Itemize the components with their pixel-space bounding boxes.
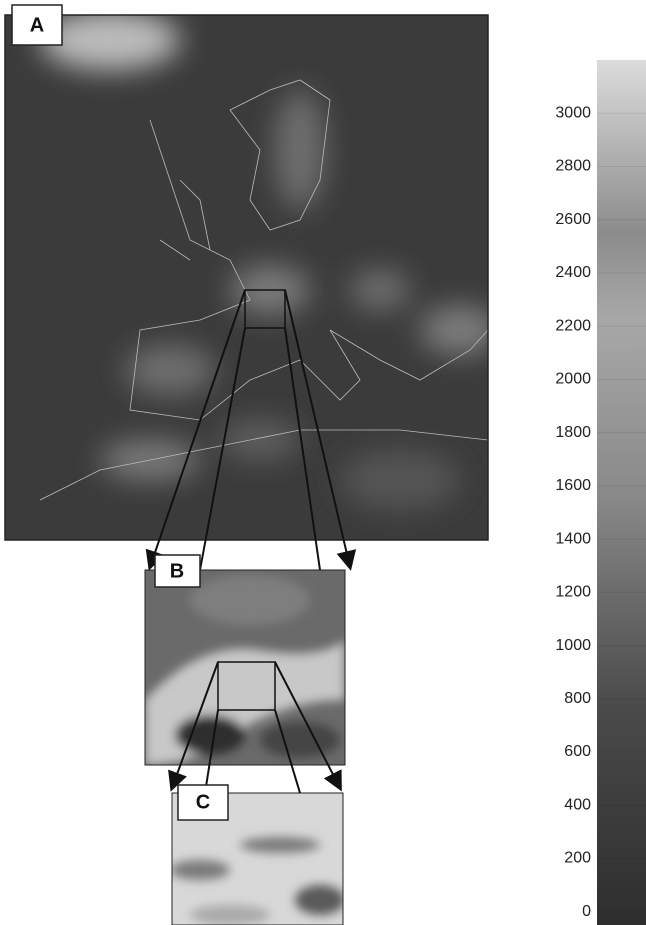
colorbar-tick-label: 400 (564, 796, 591, 813)
colorbar-tick-label: 1400 (555, 530, 591, 547)
panel-label: C (196, 791, 210, 813)
colorbar-tick-label: 800 (564, 690, 591, 707)
figure: A B C 0 200 400 600 800 1000 1200 1400 1600 1800 2… (0, 0, 646, 925)
colorbar-tick-label: 2400 (555, 264, 591, 281)
colorbar-tick-label: 3000 (555, 104, 591, 121)
colorbar-tick-label: 2600 (555, 211, 591, 228)
colorbar-tick-label: 2200 (555, 317, 591, 334)
colorbar-tick-label: 1600 (555, 477, 591, 494)
map-a (5, 10, 500, 540)
colorbar-tick-label: 200 (564, 850, 591, 867)
colorbar-tick-label: 1000 (555, 637, 591, 654)
colorbar (597, 60, 646, 925)
colorbar-tick-label: 1800 (555, 424, 591, 441)
map-b (145, 570, 345, 765)
colorbar-tick-label: 2000 (555, 371, 591, 388)
panel-label: B (170, 560, 184, 582)
colorbar-tick-label: 600 (564, 743, 591, 760)
colorbar-tick-label: 1200 (555, 584, 591, 601)
colorbar-tick-label: 2800 (555, 158, 591, 175)
colorbar-tick-label: 0 (582, 903, 591, 920)
panel-label: A (30, 14, 44, 36)
